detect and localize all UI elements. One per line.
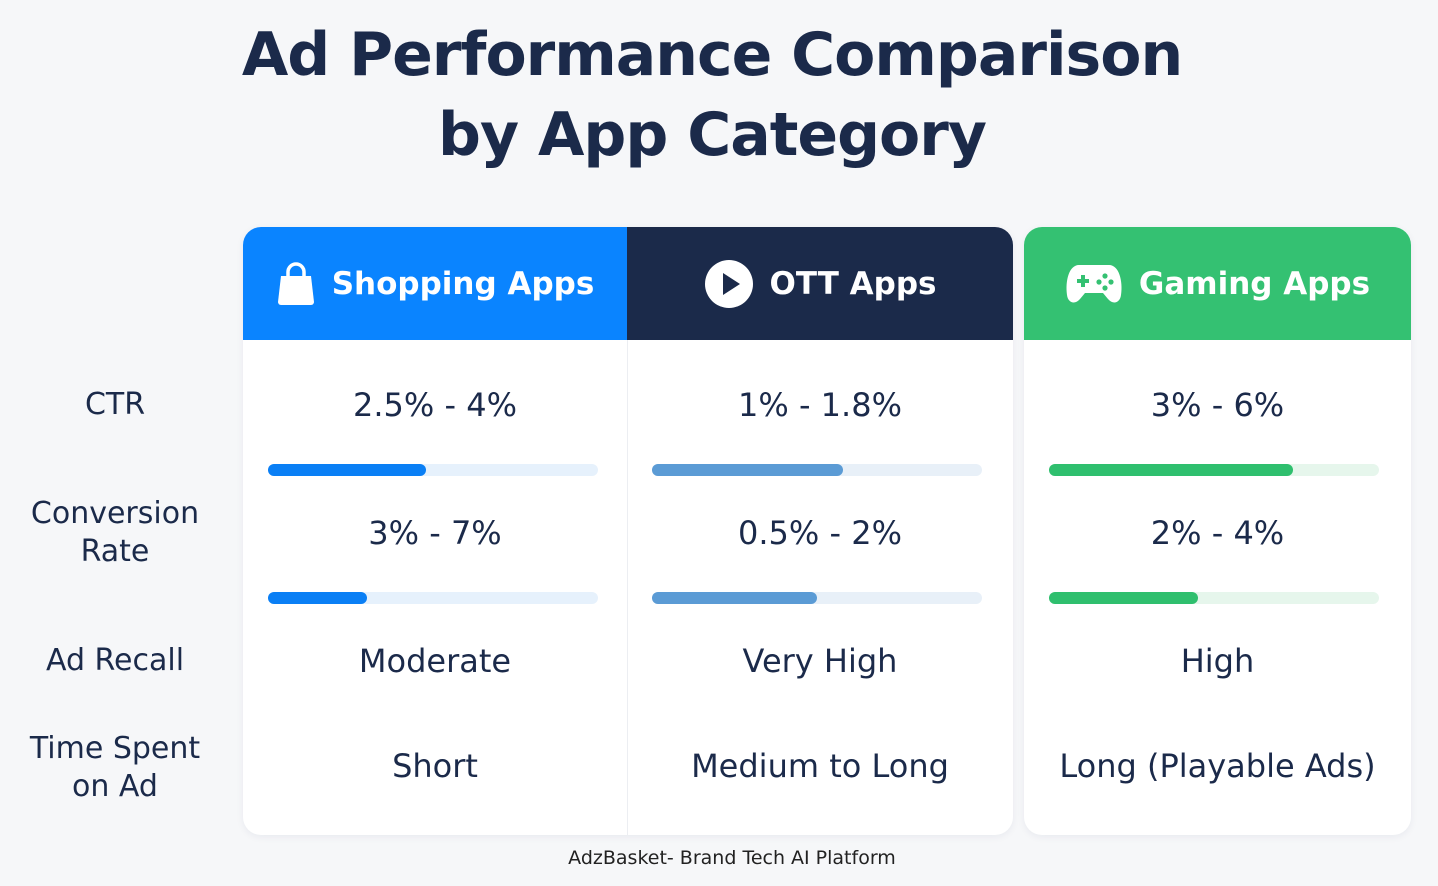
cell-text: Very High — [742, 642, 898, 680]
cell-text: High — [1180, 642, 1255, 680]
header-icon — [1065, 261, 1123, 307]
cell-text: 3% - 6% — [1150, 386, 1285, 424]
cell-text: Long (Playable Ads) — [1059, 747, 1376, 785]
header-icon — [276, 261, 316, 306]
row-label: Conversion Rate — [30, 496, 200, 569]
header-title: OTT Apps — [769, 265, 937, 302]
column-header: Gaming Apps — [1024, 227, 1411, 340]
bar-track — [652, 592, 982, 604]
bar-fill — [268, 464, 427, 476]
cell-text: Short — [392, 747, 478, 785]
bar-track — [652, 464, 982, 476]
header-title: Shopping Apps — [331, 265, 595, 302]
row-label: Ad Recall — [45, 643, 185, 678]
cell-text: 0.5% - 2% — [738, 514, 902, 552]
column-header: Shopping Apps — [243, 227, 627, 340]
title-line: Ad Performance Comparison — [241, 20, 1183, 90]
bar-fill — [652, 592, 817, 604]
bar-fill — [1049, 592, 1198, 604]
row-label: CTR — [84, 387, 146, 422]
bar-track — [268, 464, 598, 476]
bar-fill — [1049, 464, 1294, 476]
row-label: Time Spent on Ad — [29, 731, 201, 804]
bar-track — [1049, 592, 1379, 604]
cell-text: 3% - 7% — [368, 514, 502, 552]
cell-text: 2.5% - 4% — [353, 386, 517, 424]
cell-text: Moderate — [358, 642, 512, 680]
bar-track — [268, 592, 598, 604]
title-line: by App Category — [438, 100, 987, 170]
header-icon — [704, 259, 754, 309]
cell-text: 2% - 4% — [1150, 514, 1285, 552]
bar-fill — [268, 592, 367, 604]
footer: AdzBasket- Brand Tech AI Platform — [568, 847, 896, 869]
bar-fill — [652, 464, 844, 476]
bar-track — [1049, 464, 1379, 476]
divider — [627, 340, 628, 835]
column-header: OTT Apps — [627, 227, 1013, 340]
cell-text: Medium to Long — [691, 747, 949, 785]
header-title: Gaming Apps — [1138, 265, 1371, 302]
cell-text: 1% - 1.8% — [738, 386, 902, 424]
